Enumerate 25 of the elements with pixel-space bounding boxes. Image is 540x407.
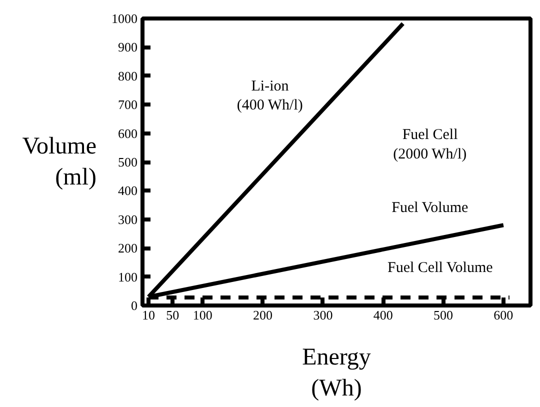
y-tick-label: 400 — [118, 183, 138, 198]
x-tick-label: 600 — [494, 308, 514, 322]
y-tick-label: 100 — [118, 269, 138, 284]
x-tick-label: 50 — [166, 308, 180, 322]
y-tick-label: 700 — [118, 97, 138, 112]
y-tick-label: 0 — [131, 298, 138, 313]
y-tick-label: 300 — [118, 212, 138, 227]
y-tick-label: 500 — [118, 154, 138, 170]
x-axis-title: Energy (Wh) — [302, 344, 371, 402]
annotation: Fuel Cell Volume — [387, 260, 494, 276]
x-tick-label: 300 — [313, 308, 333, 322]
annotation: Fuel Volume — [392, 200, 469, 216]
x-tick-label: 10 — [142, 308, 156, 322]
y-tick-label: 800 — [118, 68, 138, 84]
annotation: Li-ion (400 Wh/l) — [236, 78, 303, 114]
y-tick-label: 200 — [118, 240, 138, 256]
annotation: Fuel Cell (2000 Wh/l) — [393, 127, 467, 162]
x-tick-label: 400 — [373, 308, 393, 322]
x-tick-label: 200 — [253, 308, 273, 322]
y-tick-label: 900 — [118, 40, 138, 55]
y-tick-label: 1000 — [112, 11, 138, 26]
y-axis-title: Volume (ml) — [22, 133, 97, 191]
x-tick-label: 100 — [192, 308, 212, 322]
y-tick-label: 600 — [118, 126, 138, 141]
x-tick-label: 500 — [434, 308, 454, 322]
